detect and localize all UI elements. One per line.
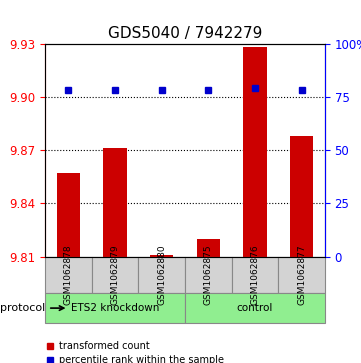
- Text: GSM1062880: GSM1062880: [157, 245, 166, 305]
- Bar: [197, 239, 220, 257]
- Bar: [57, 173, 80, 257]
- FancyBboxPatch shape: [185, 257, 232, 293]
- FancyBboxPatch shape: [185, 293, 325, 323]
- FancyBboxPatch shape: [138, 257, 185, 293]
- Text: protocol: protocol: [0, 303, 64, 313]
- Bar: [290, 136, 313, 257]
- Bar: [243, 47, 267, 257]
- Title: GDS5040 / 7942279: GDS5040 / 7942279: [108, 26, 262, 41]
- Text: control: control: [237, 303, 273, 313]
- FancyBboxPatch shape: [278, 257, 325, 293]
- FancyBboxPatch shape: [232, 257, 278, 293]
- Text: transformed count: transformed count: [59, 341, 150, 351]
- FancyBboxPatch shape: [45, 257, 92, 293]
- Text: GSM1062878: GSM1062878: [64, 245, 73, 305]
- Text: GSM1062877: GSM1062877: [297, 245, 306, 305]
- Text: GSM1062876: GSM1062876: [251, 245, 260, 305]
- Text: percentile rank within the sample: percentile rank within the sample: [59, 355, 224, 363]
- Text: GSM1062875: GSM1062875: [204, 245, 213, 305]
- Bar: [150, 255, 173, 257]
- Text: GSM1062879: GSM1062879: [110, 245, 119, 305]
- Bar: [103, 148, 127, 257]
- FancyBboxPatch shape: [45, 293, 185, 323]
- Text: ETS2 knockdown: ETS2 knockdown: [71, 303, 159, 313]
- FancyBboxPatch shape: [92, 257, 138, 293]
